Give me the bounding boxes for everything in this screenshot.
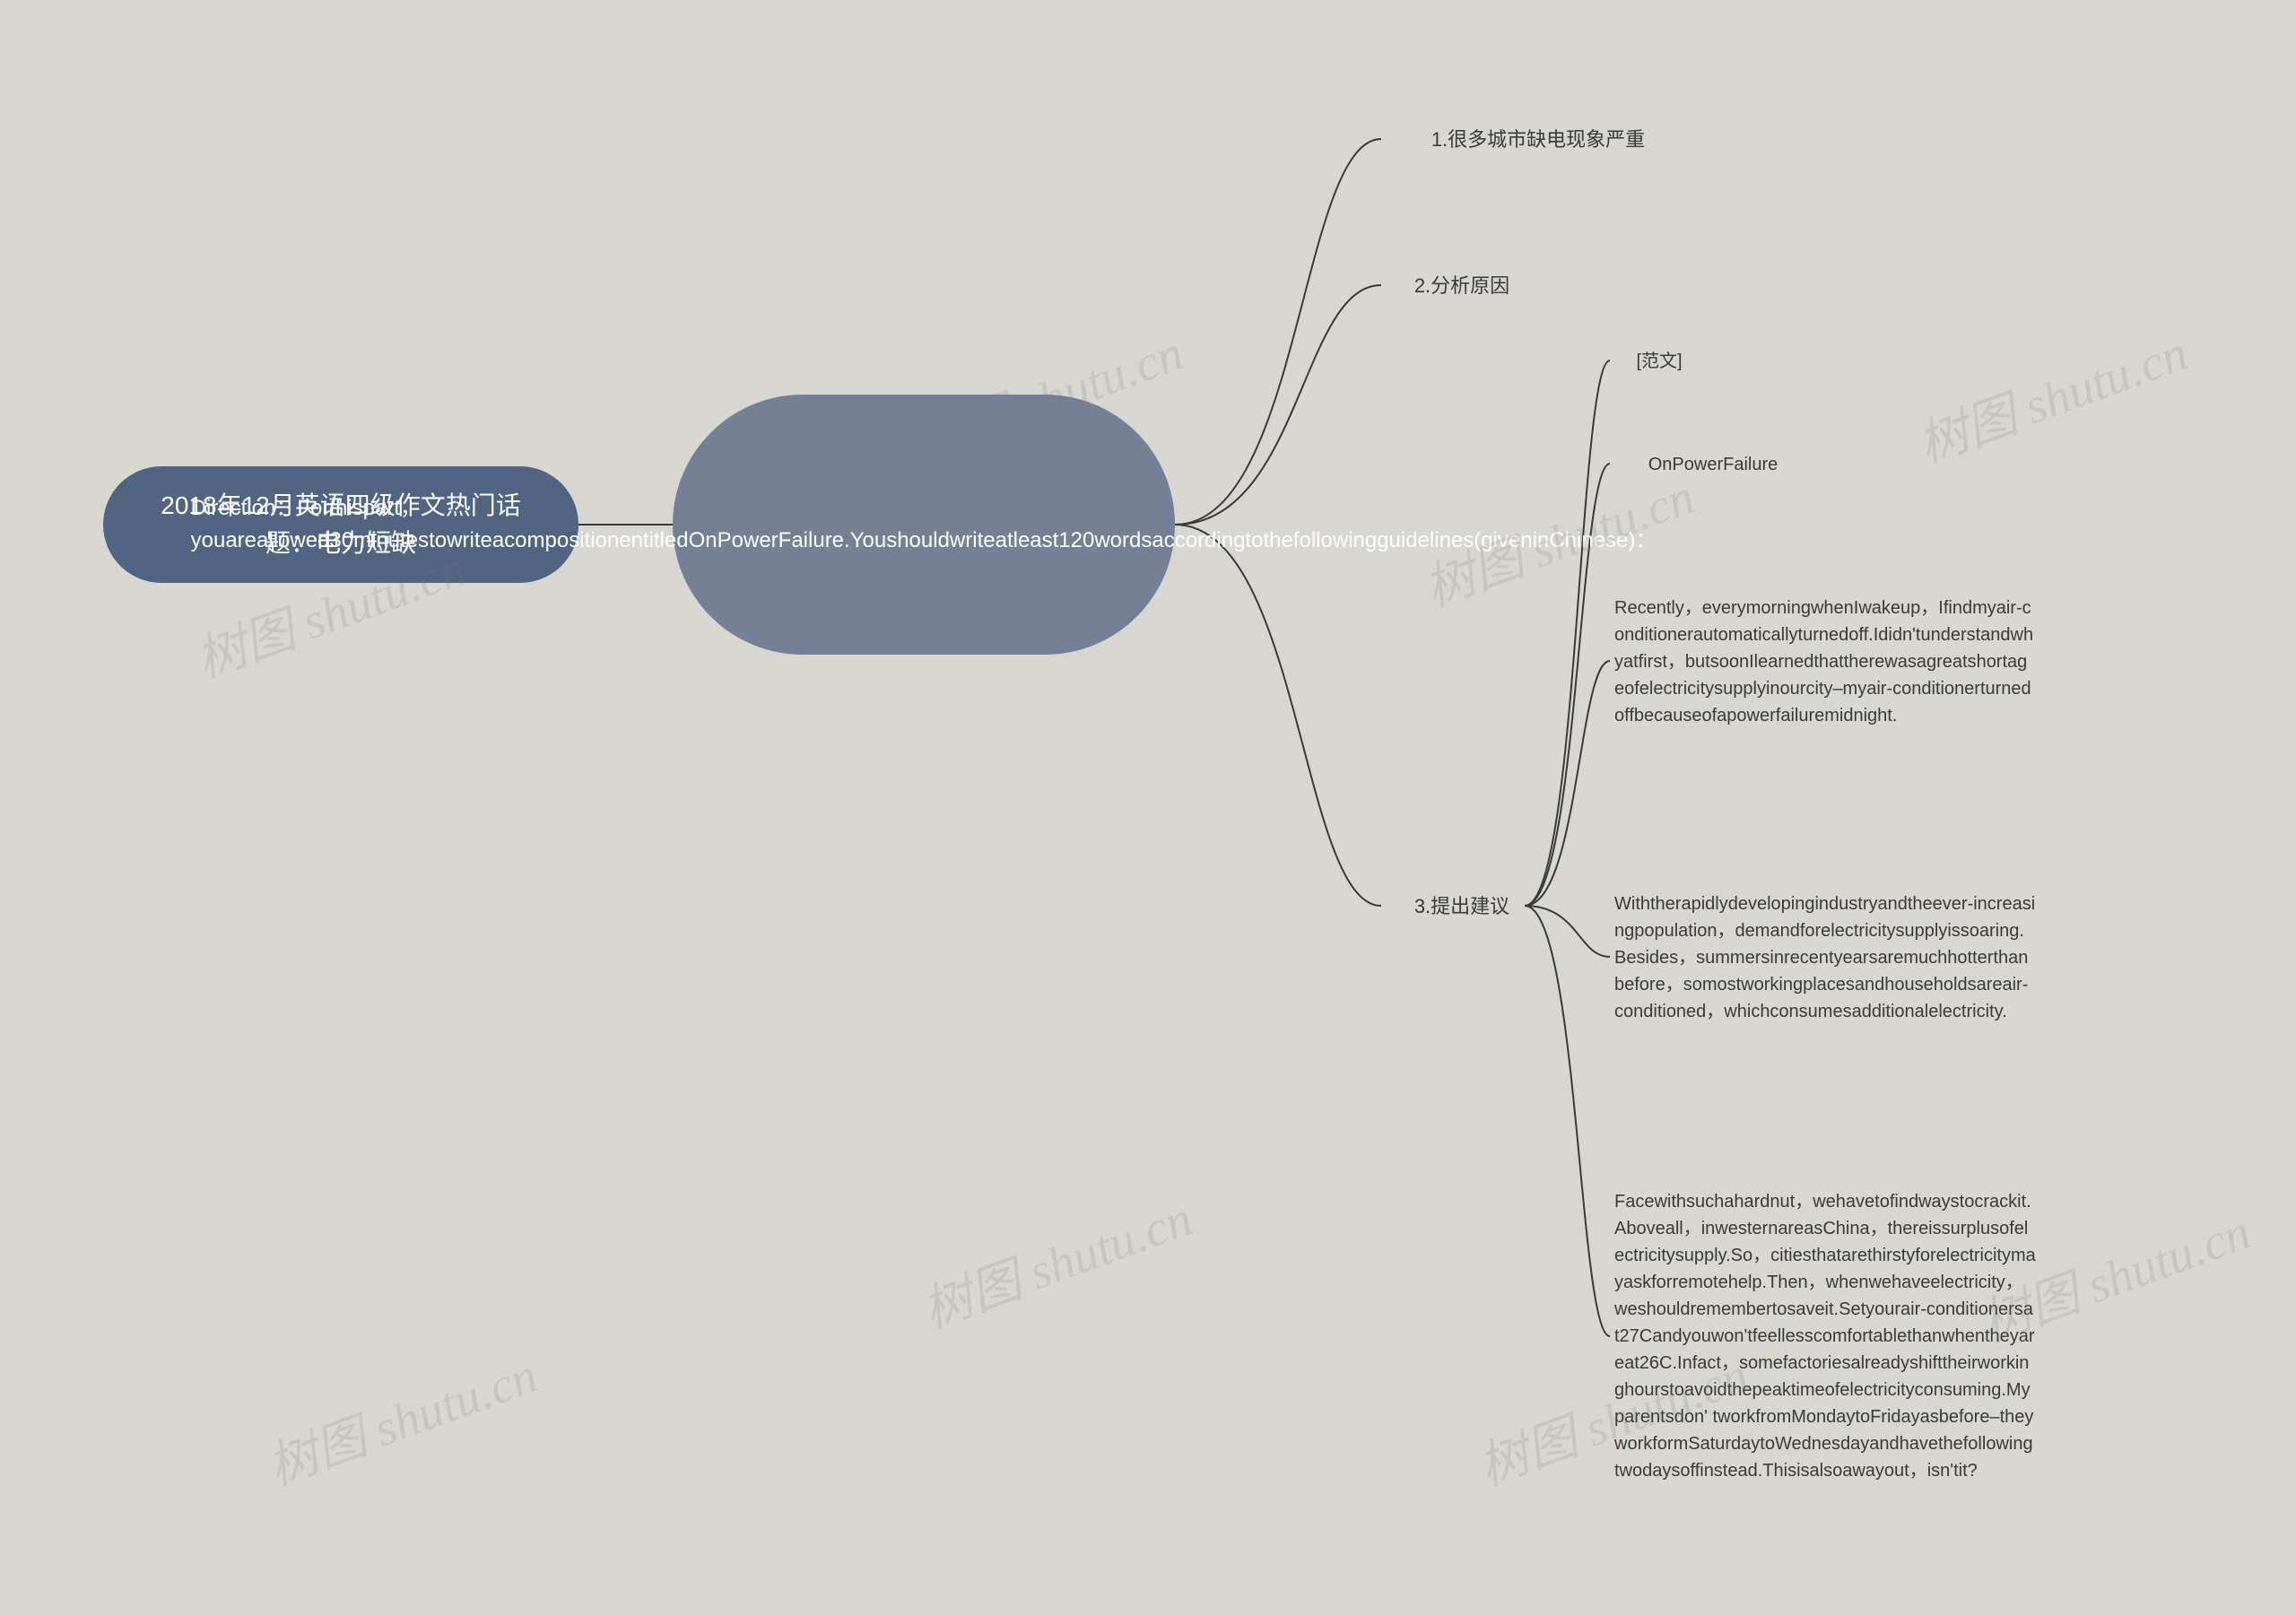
watermark: 树图 shutu.cn: [257, 1335, 546, 1500]
mindmap-level3-node: [范文]: [1614, 345, 1704, 377]
mindmap-level2-node: 3.提出建议: [1395, 888, 1529, 924]
watermark: 树图 shutu.cn: [1907, 313, 2196, 478]
watermark: 树图 shutu.cn: [911, 1178, 1201, 1343]
mindmap-level3-node: Facewithsuchahardnut，wehavetofindwaystoc…: [1614, 1148, 2036, 1525]
mindmap-level3-node: OnPowerFailure: [1614, 448, 1812, 480]
mindmap-level3-node: Withtherapidlydevelopingindustryandtheev…: [1614, 852, 2036, 1063]
mindmap-level3-node: Recently，everymorningwhenIwakeup，Ifindmy…: [1614, 556, 2036, 767]
mindmap-level2-node: 2.分析原因: [1395, 267, 1529, 303]
mindmap-level1-node: Direction：Forthispart，youareallowed30min…: [673, 395, 1175, 655]
mindmap-level2-node: 1.很多城市缺电现象严重: [1395, 121, 1682, 157]
